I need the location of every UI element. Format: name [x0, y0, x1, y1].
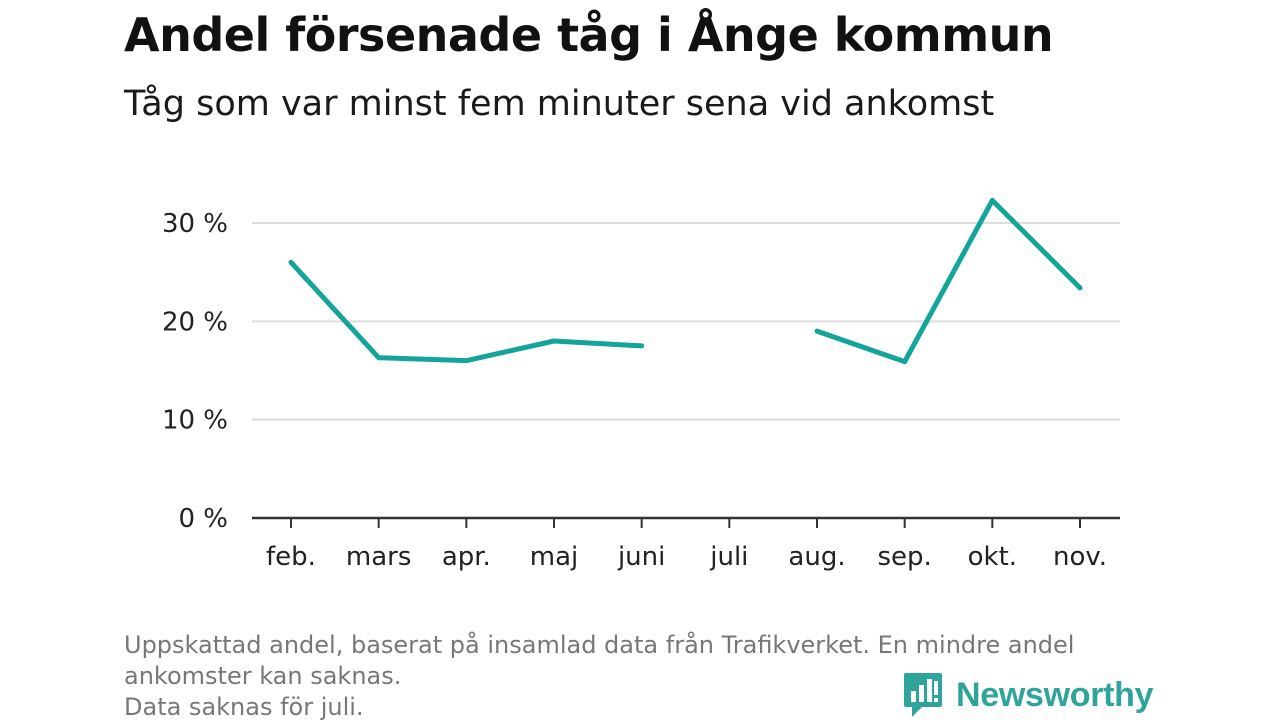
x-tick-label: feb.	[266, 542, 316, 572]
x-tick-label: apr.	[442, 542, 491, 572]
x-tick-label: maj	[530, 542, 578, 572]
x-tick-label: juni	[617, 542, 665, 572]
data-point	[639, 343, 645, 349]
newsworthy-logo-icon	[904, 673, 942, 717]
brand-name: Newsworthy	[956, 675, 1154, 714]
series-layer	[288, 197, 1083, 365]
x-tick-label: aug.	[788, 542, 845, 572]
x-tick-label: okt.	[968, 542, 1017, 572]
data-point	[989, 197, 995, 203]
brand-logo: Newsworthy	[902, 669, 1154, 721]
data-point	[902, 359, 908, 365]
footnote-line: Data saknas för juli.	[124, 693, 364, 721]
data-point	[1077, 285, 1083, 291]
data-point	[463, 358, 469, 364]
x-tick-label: mars	[346, 542, 412, 572]
page-subtitle: Tåg som var minst fem minuter sena vid a…	[124, 84, 995, 124]
x-axis	[252, 516, 1120, 528]
series-line	[289, 260, 642, 364]
series-line	[816, 197, 1082, 365]
y-axis: 0 % 10 % 20 % 30 %	[162, 209, 228, 534]
x-tick-label: juli	[709, 542, 748, 572]
data-point	[551, 338, 557, 344]
y-tick-label: 20 %	[162, 307, 228, 337]
grid-lines	[252, 222, 1120, 421]
data-point	[814, 328, 820, 334]
x-tick-label: sep.	[878, 542, 932, 572]
footnote-line: ankomster kan saknas.	[124, 662, 402, 690]
data-point	[376, 355, 382, 361]
footnote-line: Uppskattad andel, baserat på insamlad da…	[124, 631, 1075, 659]
x-axis-labels: feb. mars apr. maj juni juli aug. sep. okt. nov.	[266, 542, 1107, 572]
y-tick-label: 10 %	[162, 406, 228, 436]
data-point	[288, 259, 294, 265]
page-title: Andel försenade tåg i Ånge kommun	[124, 8, 1054, 62]
y-tick-label: 0 %	[178, 504, 228, 534]
footnote: Uppskattad andel, baserat på insamlad da…	[124, 630, 1184, 723]
y-tick-label: 30 %	[162, 209, 228, 239]
x-tick-label: nov.	[1053, 542, 1107, 572]
